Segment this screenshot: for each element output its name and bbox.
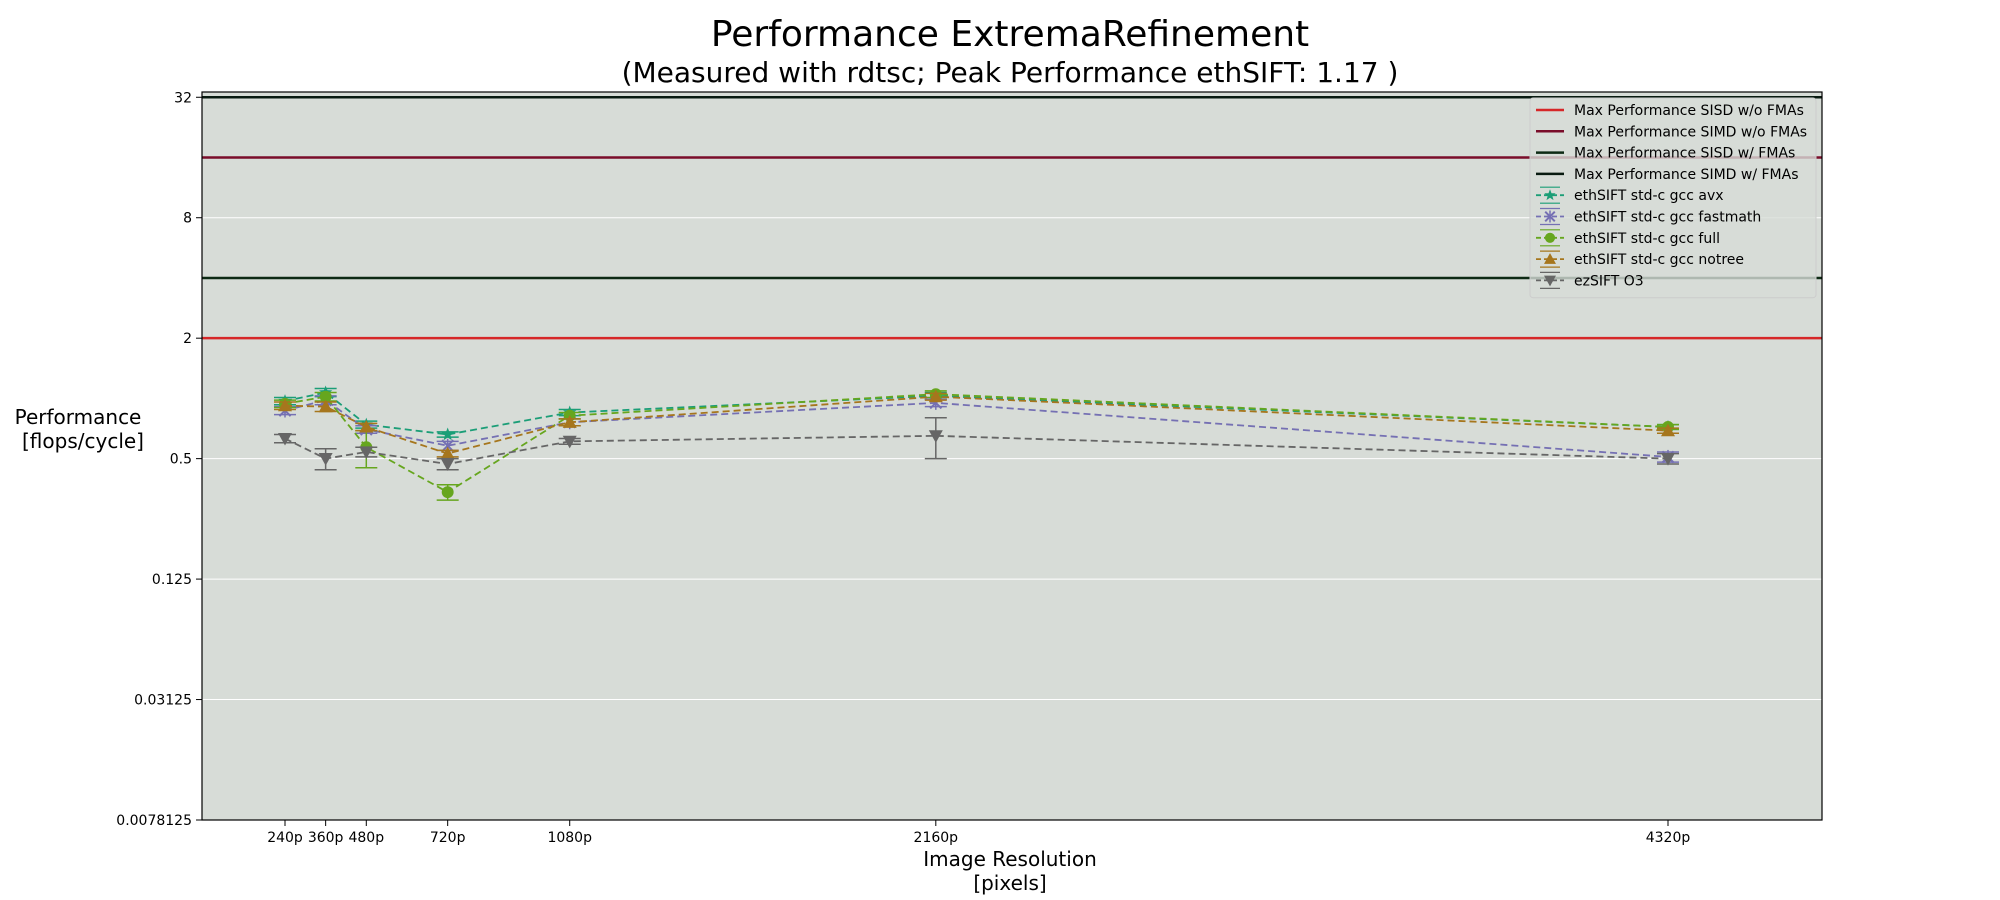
data-point bbox=[278, 432, 292, 446]
data-point bbox=[562, 435, 577, 449]
series-4 bbox=[274, 417, 1679, 472]
chart-subtitle: (Measured with rdtsc; Peak Performance e… bbox=[622, 56, 1399, 89]
x-tick-label: 240p bbox=[267, 830, 303, 846]
y-axis-unit: [flops/cycle] bbox=[22, 429, 144, 453]
legend-marker bbox=[1544, 189, 1556, 201]
legend-label: Max Performance SIMD w/ FMAs bbox=[1574, 167, 1799, 183]
data-point bbox=[318, 399, 333, 413]
legend-marker bbox=[1544, 253, 1556, 264]
x-tick-label: 2160p bbox=[914, 830, 959, 846]
chart-title: Performance ExtremaRefinement bbox=[711, 14, 1309, 55]
data-point bbox=[440, 446, 455, 460]
y-tick-label: 8 bbox=[183, 211, 192, 227]
data-point bbox=[562, 415, 577, 428]
series-3 bbox=[274, 389, 1679, 460]
x-tick-label: 720p bbox=[430, 830, 466, 846]
data-point bbox=[441, 427, 455, 441]
x-tick-label: 360p bbox=[308, 830, 344, 846]
data-point bbox=[318, 453, 333, 466]
y-tick-label: 0.0078125 bbox=[116, 813, 192, 829]
data-point bbox=[359, 446, 374, 459]
legend-label: Max Performance SIMD w/o FMAs bbox=[1574, 124, 1807, 140]
y-axis-title: Performance bbox=[15, 405, 142, 429]
legend-label: Max Performance SISD w/o FMAs bbox=[1574, 103, 1804, 119]
y-tick-label: 0.5 bbox=[170, 452, 192, 468]
legend-marker bbox=[1544, 275, 1556, 287]
y-tick-label: 0.03125 bbox=[134, 693, 192, 709]
legend-label: ethSIFT std-c gcc avx bbox=[1574, 188, 1724, 204]
data-point bbox=[1661, 423, 1675, 437]
x-axis-title: Image Resolution bbox=[923, 847, 1097, 871]
legend-box bbox=[1529, 97, 1817, 299]
legend-label: ezSIFT O3 bbox=[1574, 273, 1644, 289]
legend-label: ethSIFT std-c gcc full bbox=[1574, 231, 1720, 247]
data-point bbox=[278, 398, 292, 412]
data-point bbox=[359, 419, 374, 433]
data-point bbox=[928, 389, 943, 403]
data-point bbox=[319, 390, 332, 403]
x-tick-label: 480p bbox=[348, 830, 384, 846]
legend-label: ethSIFT std-c gcc fastmath bbox=[1574, 210, 1761, 226]
x-tick-label: 1080p bbox=[547, 830, 592, 846]
data-point bbox=[441, 486, 454, 499]
legend-label: ethSIFT std-c gcc notree bbox=[1574, 252, 1744, 268]
data-point bbox=[1661, 453, 1675, 466]
x-axis-unit: [pixels] bbox=[973, 871, 1046, 895]
x-tick-label: 4320p bbox=[1646, 830, 1691, 846]
plot-frame bbox=[201, 91, 1823, 821]
data-point bbox=[440, 458, 455, 472]
legend: Max Performance SISD w/o FMAs Max Perform… bbox=[1529, 97, 1817, 299]
data-point bbox=[928, 430, 943, 443]
y-tick-label: 2 bbox=[183, 331, 192, 347]
legend-marker bbox=[1544, 232, 1556, 243]
y-tick-label: 0.125 bbox=[152, 572, 192, 588]
legend-label: Max Performance SISD w/ FMAs bbox=[1574, 146, 1795, 162]
legend-marker bbox=[1544, 210, 1556, 223]
y-tick-label: 32 bbox=[174, 90, 192, 106]
plot-area: 0.0078125 0.03125 0.125 0.5 2 8 32 240p 360p 480p… bbox=[116, 90, 1823, 846]
